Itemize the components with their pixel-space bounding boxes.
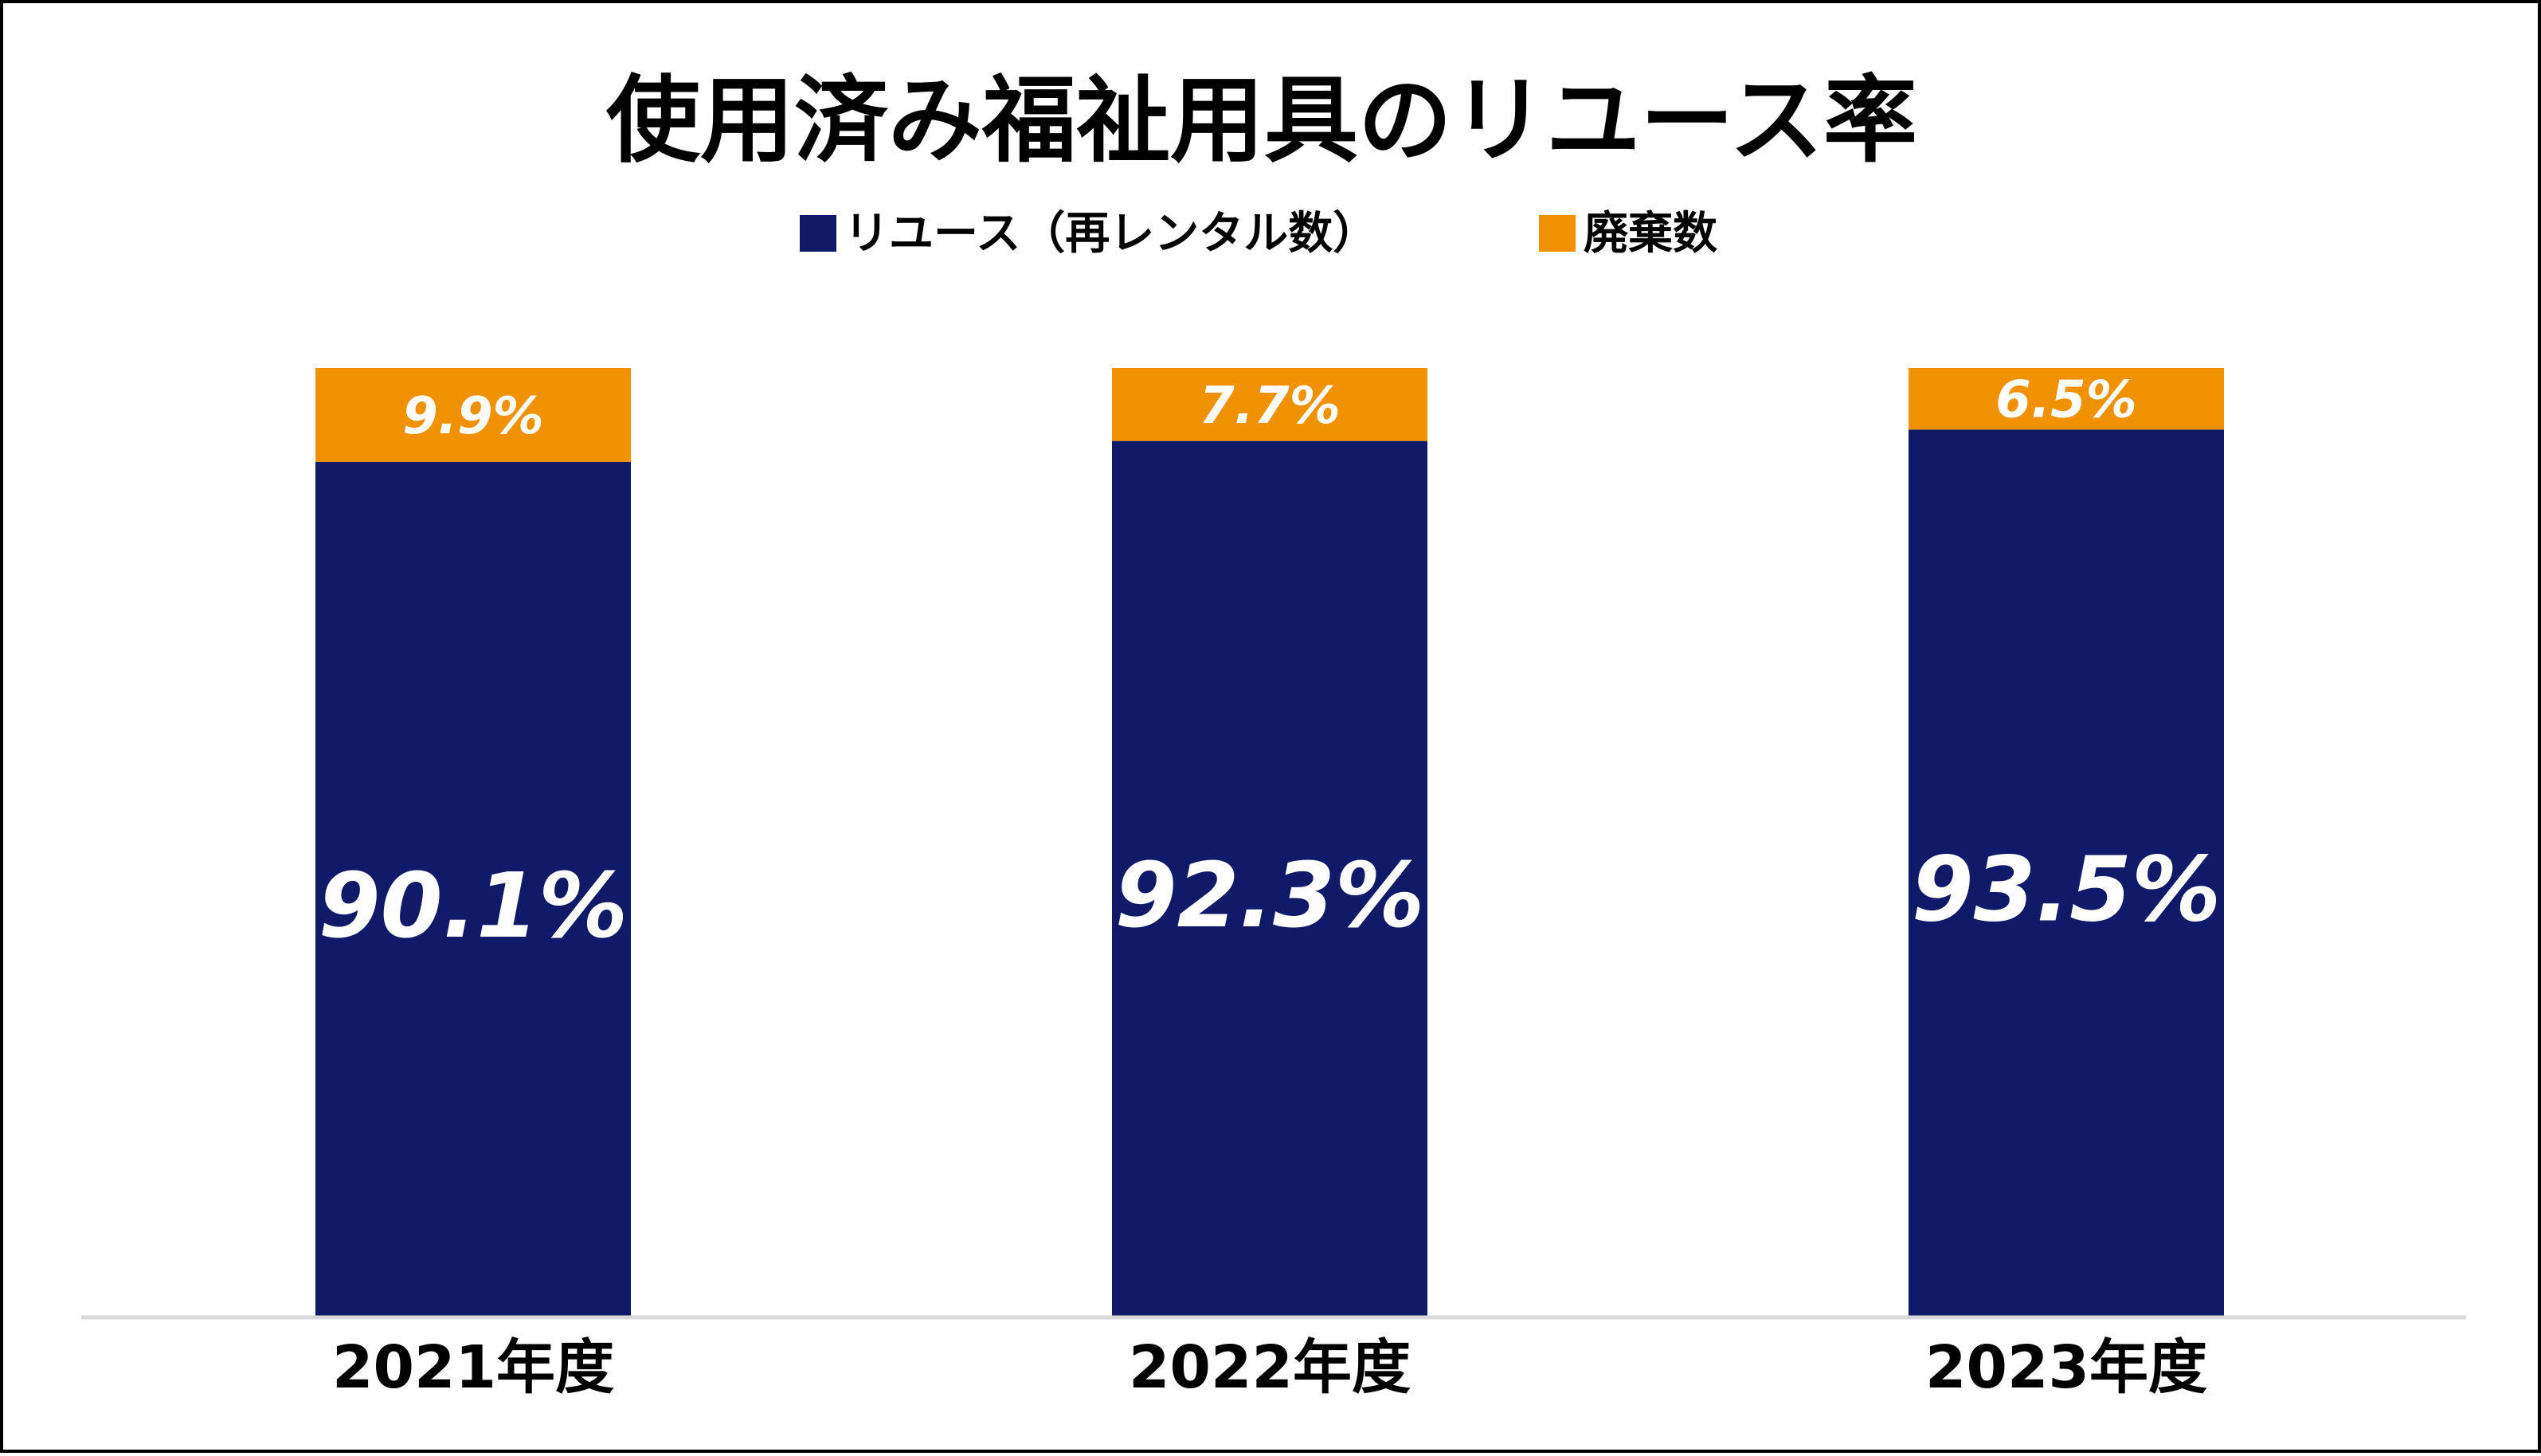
legend: リユース（再レンタル数） 廃棄数: [800, 208, 1717, 260]
x-tick-label: 2022年度: [1129, 1333, 1411, 1402]
data-label-reuse: 93.5%: [1912, 839, 2222, 942]
bars-group: 90.1% 9.9% 92.3% 7.7% 93.5% 6.5%: [315, 368, 2224, 1316]
category-labels: 2021年度 2022年度 2023年度: [332, 1333, 2207, 1402]
legend-swatch: [1539, 215, 1576, 252]
bar-segment-waste: [1909, 368, 2224, 430]
data-label-reuse: 90.1%: [319, 855, 628, 958]
stacked-bar-chart: 使用済み福祉用具のリユース率 リユース（再レンタル数） 廃棄数 90.1% 9.9%…: [81, 65, 2466, 1402]
data-label-waste: 6.5%: [1995, 371, 2137, 430]
bar-segment-waste: [1112, 368, 1427, 441]
bar-segment-reuse: [1909, 429, 2224, 1316]
x-tick-label: 2023年度: [1925, 1333, 2207, 1402]
data-label-waste: 7.7%: [1199, 377, 1341, 436]
data-label-waste: 9.9%: [402, 387, 544, 446]
legend-label: 廃棄数: [1584, 208, 1717, 260]
data-label-reuse: 92.3%: [1115, 844, 1425, 948]
legend-label: リユース（再レンタル数）: [844, 208, 1377, 260]
bar-segment-waste: [315, 368, 631, 462]
x-tick-label: 2021年度: [332, 1333, 614, 1402]
chart-title: 使用済み福祉用具のリユース率: [606, 65, 1917, 175]
legend-swatch: [800, 215, 836, 252]
bar-segment-reuse: [315, 461, 631, 1316]
bar-segment-reuse: [1112, 440, 1427, 1316]
